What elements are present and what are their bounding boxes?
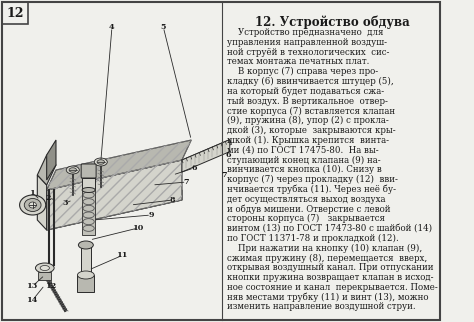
Text: 8: 8 (170, 196, 175, 204)
Ellipse shape (66, 166, 79, 174)
Text: стороны корпуса (7)   закрывается: стороны корпуса (7) закрывается (227, 214, 385, 223)
Ellipse shape (36, 263, 54, 273)
Ellipse shape (78, 241, 93, 249)
Text: ми (4) по ГОСТ 17475-80.  На вы-: ми (4) по ГОСТ 17475-80. На вы- (227, 146, 378, 155)
Text: 3: 3 (63, 199, 68, 207)
Bar (82, 178, 95, 190)
Polygon shape (81, 245, 91, 290)
Polygon shape (46, 160, 182, 230)
Ellipse shape (24, 198, 41, 212)
Text: ное состояние и канал  перекрывается. Поме-: ное состояние и канал перекрывается. Пом… (227, 283, 438, 292)
Text: кладку (6) ввинчивается штуцер (5),: кладку (6) ввинчивается штуцер (5), (227, 77, 393, 86)
Text: В корпус (7) справа через про-: В корпус (7) справа через про- (227, 67, 378, 76)
Polygon shape (38, 272, 51, 280)
Polygon shape (77, 275, 94, 292)
Bar (82, 175, 95, 235)
Text: нчивается трубка (11). Через неё бу-: нчивается трубка (11). Через неё бу- (227, 185, 396, 194)
Ellipse shape (29, 202, 36, 208)
Text: тый воздух. В вертикальное  отвер-: тый воздух. В вертикальное отвер- (227, 97, 388, 106)
Polygon shape (37, 175, 46, 230)
Text: 5: 5 (161, 23, 166, 31)
Text: сжимая пружину (8), перемещается  вверх,: сжимая пружину (8), перемещается вверх, (227, 253, 427, 262)
Text: (9), пружина (8), упор (2) с прокла-: (9), пружина (8), упор (2) с прокла- (227, 116, 389, 125)
Ellipse shape (77, 271, 94, 279)
Text: 7: 7 (221, 171, 227, 179)
Text: и обдув мишени. Отверстие с левой: и обдув мишени. Отверстие с левой (227, 204, 390, 214)
Ellipse shape (19, 195, 46, 215)
Ellipse shape (69, 168, 76, 172)
Text: 14: 14 (27, 296, 38, 304)
Text: винтом (13) по ГОСТ 17473-80 с шайбой (14): винтом (13) по ГОСТ 17473-80 с шайбой (1… (227, 224, 432, 233)
Text: 2: 2 (46, 194, 51, 202)
Ellipse shape (94, 158, 107, 166)
Polygon shape (37, 155, 56, 185)
Text: ступающий конец клапана (9) на-: ступающий конец клапана (9) на- (227, 156, 380, 165)
Text: 10: 10 (132, 224, 144, 232)
Text: 4: 4 (109, 23, 115, 31)
Text: шкой (1). Крышка крепится  винта-: шкой (1). Крышка крепится винта- (227, 136, 389, 145)
Text: 6: 6 (191, 164, 197, 172)
Ellipse shape (82, 187, 95, 193)
Ellipse shape (82, 175, 95, 181)
Text: стие корпуса (7) вставляется клапан: стие корпуса (7) вставляется клапан (227, 106, 395, 116)
Text: по ГОСТ 11371-78 и прокладкой (12).: по ГОСТ 11371-78 и прокладкой (12). (227, 234, 399, 243)
Ellipse shape (97, 160, 104, 164)
Polygon shape (46, 140, 191, 190)
Text: 12: 12 (46, 282, 57, 290)
Text: Устройство предназначено  для: Устройство предназначено для (227, 28, 383, 37)
Text: открывая воздушный канал. При отпускании: открывая воздушный канал. При отпускании (227, 263, 433, 272)
Polygon shape (182, 140, 230, 172)
Text: 13: 13 (27, 282, 38, 290)
Text: управления направленной воздуш-: управления направленной воздуш- (227, 38, 387, 47)
Text: дет осуществляться выход воздуха: дет осуществляться выход воздуха (227, 194, 385, 204)
Text: При нажатии на кнопку (10) клапан (9),: При нажатии на кнопку (10) клапан (9), (227, 244, 422, 253)
Text: кнопки пружина возвращает клапан в исход-: кнопки пружина возвращает клапан в исход… (227, 273, 433, 282)
Ellipse shape (40, 266, 49, 270)
Text: на который будет подаваться сжа-: на который будет подаваться сжа- (227, 87, 384, 96)
Text: няв местами трубку (11) и винт (13), можно: няв местами трубку (11) и винт (13), мож… (227, 293, 428, 302)
Bar (2, 2, 28, 24)
Text: 11: 11 (118, 251, 129, 259)
Text: ной струёй в технологических  сис-: ной струёй в технологических сис- (227, 48, 389, 57)
Text: 1: 1 (30, 189, 36, 197)
Text: 7: 7 (184, 178, 190, 186)
FancyBboxPatch shape (81, 164, 96, 178)
Text: 12. Устройство обдува: 12. Устройство обдува (255, 15, 410, 29)
Text: корпус (7) через прокладку (12)  вви-: корпус (7) через прокладку (12) вви- (227, 175, 398, 184)
Polygon shape (182, 140, 231, 165)
Polygon shape (46, 190, 182, 230)
Text: темах монтажа печатных плат.: темах монтажа печатных плат. (227, 57, 369, 66)
Text: дкой (3), которые  закрываются кры-: дкой (3), которые закрываются кры- (227, 126, 395, 135)
Text: изменить направление воздушной струи.: изменить направление воздушной струи. (227, 302, 415, 311)
Polygon shape (46, 140, 56, 180)
Text: винчивается кнопка (10). Снизу в: винчивается кнопка (10). Снизу в (227, 165, 382, 174)
Text: 9: 9 (148, 211, 154, 219)
Text: 6: 6 (226, 151, 231, 159)
Text: 12: 12 (6, 6, 24, 20)
